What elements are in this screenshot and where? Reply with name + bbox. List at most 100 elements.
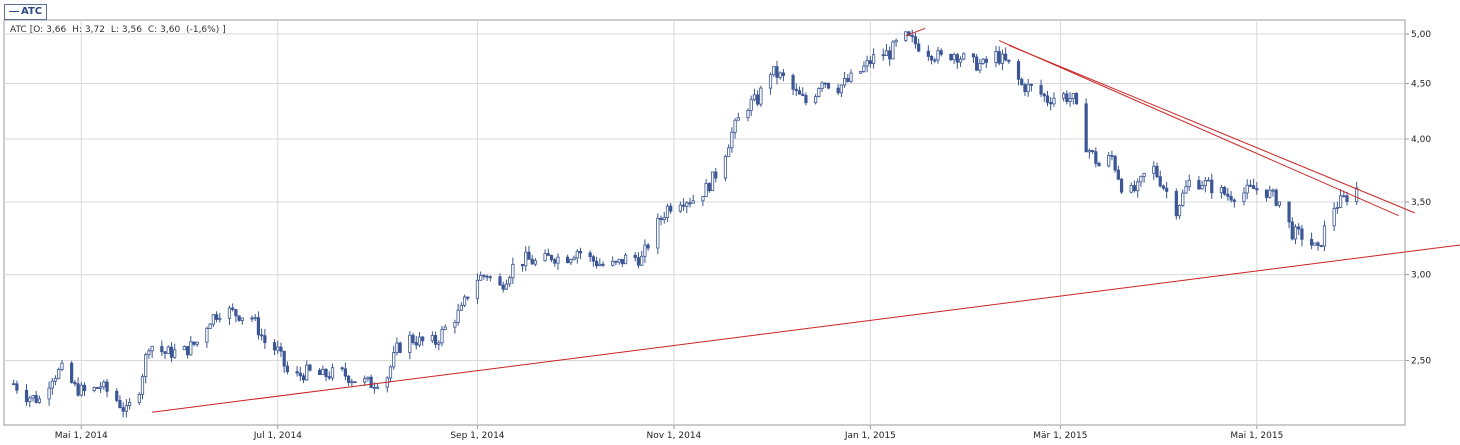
x-tick-label: Jul 1, 2014 xyxy=(253,431,302,441)
candle-body xyxy=(623,254,628,265)
candle-body xyxy=(1113,156,1117,171)
candle-body xyxy=(817,88,821,97)
candle-body xyxy=(372,386,376,389)
candle-body xyxy=(888,50,892,60)
candle-body xyxy=(1245,184,1249,194)
candle-body xyxy=(781,72,786,76)
candle-body xyxy=(498,276,502,286)
candle-body xyxy=(1316,242,1320,246)
candle-body xyxy=(408,334,412,353)
candle-body xyxy=(1065,93,1069,102)
candle-body xyxy=(865,60,869,67)
candle-body xyxy=(50,380,54,389)
candle-body xyxy=(1007,59,1011,62)
candle-body xyxy=(166,346,170,354)
candle-body xyxy=(1174,191,1178,217)
candle-body xyxy=(1223,187,1227,195)
candle-body xyxy=(955,54,959,63)
candle-body xyxy=(479,274,483,281)
candle-body xyxy=(1110,155,1114,157)
candle-body xyxy=(53,377,58,382)
resistance-trendline-upper xyxy=(1008,44,1415,214)
y-tick-label: 4,00 xyxy=(1411,135,1431,145)
candle-body xyxy=(727,147,731,157)
candle-body xyxy=(398,342,402,353)
candle-body xyxy=(611,260,615,266)
candle-body xyxy=(234,309,238,317)
candle-body xyxy=(839,84,843,94)
candle-body xyxy=(488,276,492,279)
candle-body xyxy=(643,244,647,257)
candle-body xyxy=(1177,205,1182,217)
candle-body xyxy=(327,376,331,379)
ohlc-high: 3,72 xyxy=(84,25,105,35)
candle-body xyxy=(978,63,982,71)
candle-body xyxy=(975,56,979,71)
candle-body xyxy=(730,131,734,149)
candle-body xyxy=(884,50,889,57)
candle-body xyxy=(37,398,42,403)
candle-body xyxy=(836,87,840,94)
ohlc-close: 3,60 xyxy=(160,25,181,35)
candle-body xyxy=(691,200,695,204)
candle-body xyxy=(79,384,83,396)
candle-body xyxy=(414,342,418,346)
ohlc-close-label: C: xyxy=(147,25,158,35)
legend[interactable]: ATC xyxy=(4,4,48,20)
candle-body xyxy=(756,94,760,105)
candle-body xyxy=(511,263,515,279)
candle-body xyxy=(566,256,570,264)
ohlc-change: (-1,6%) xyxy=(186,25,220,35)
candle-body xyxy=(871,54,876,64)
plot-frame xyxy=(3,19,1406,426)
candle-body xyxy=(1181,192,1185,206)
candle-body xyxy=(868,60,872,64)
candle-body xyxy=(253,317,257,320)
candle-body xyxy=(646,244,650,249)
candle-body xyxy=(710,171,715,192)
resistance-trendline-lower xyxy=(998,40,1399,217)
candle-body xyxy=(182,346,186,351)
y-tick-label: 2,50 xyxy=(1411,356,1431,366)
candle-body xyxy=(417,336,422,346)
candle-body xyxy=(318,369,322,376)
candle-body xyxy=(430,335,434,342)
candle-body xyxy=(363,378,367,383)
candle-body xyxy=(1094,151,1098,164)
candle-body xyxy=(801,93,805,96)
candle-body xyxy=(1290,221,1294,240)
candle-body xyxy=(843,78,847,86)
candle-body xyxy=(962,53,966,60)
candle-body xyxy=(633,254,637,259)
candle-body xyxy=(173,349,177,358)
candle-body xyxy=(99,386,103,389)
candle-body xyxy=(849,72,853,82)
candle-body xyxy=(443,326,447,330)
candle-body xyxy=(659,217,663,221)
candle-body xyxy=(1029,83,1033,86)
candle-body xyxy=(1287,201,1291,223)
candle-body xyxy=(601,263,605,266)
candle-body xyxy=(231,307,235,310)
candle-body xyxy=(28,397,32,403)
candle-body xyxy=(395,342,399,353)
candle-body xyxy=(60,362,64,370)
candle-body xyxy=(482,274,486,277)
candle-body xyxy=(820,82,824,89)
candle-body xyxy=(1338,195,1343,208)
candle-body xyxy=(192,341,196,345)
candle-body xyxy=(1226,193,1230,197)
candle-body xyxy=(92,387,96,392)
candle-body xyxy=(366,376,370,380)
candle-body xyxy=(272,342,277,351)
candle-body xyxy=(913,36,918,45)
candle-body xyxy=(128,402,132,407)
candle-body xyxy=(520,263,525,267)
candle-body xyxy=(572,257,576,261)
candle-body xyxy=(485,275,489,278)
candle-body xyxy=(723,155,728,179)
candle-body xyxy=(189,341,193,356)
candle-body xyxy=(1300,228,1304,240)
